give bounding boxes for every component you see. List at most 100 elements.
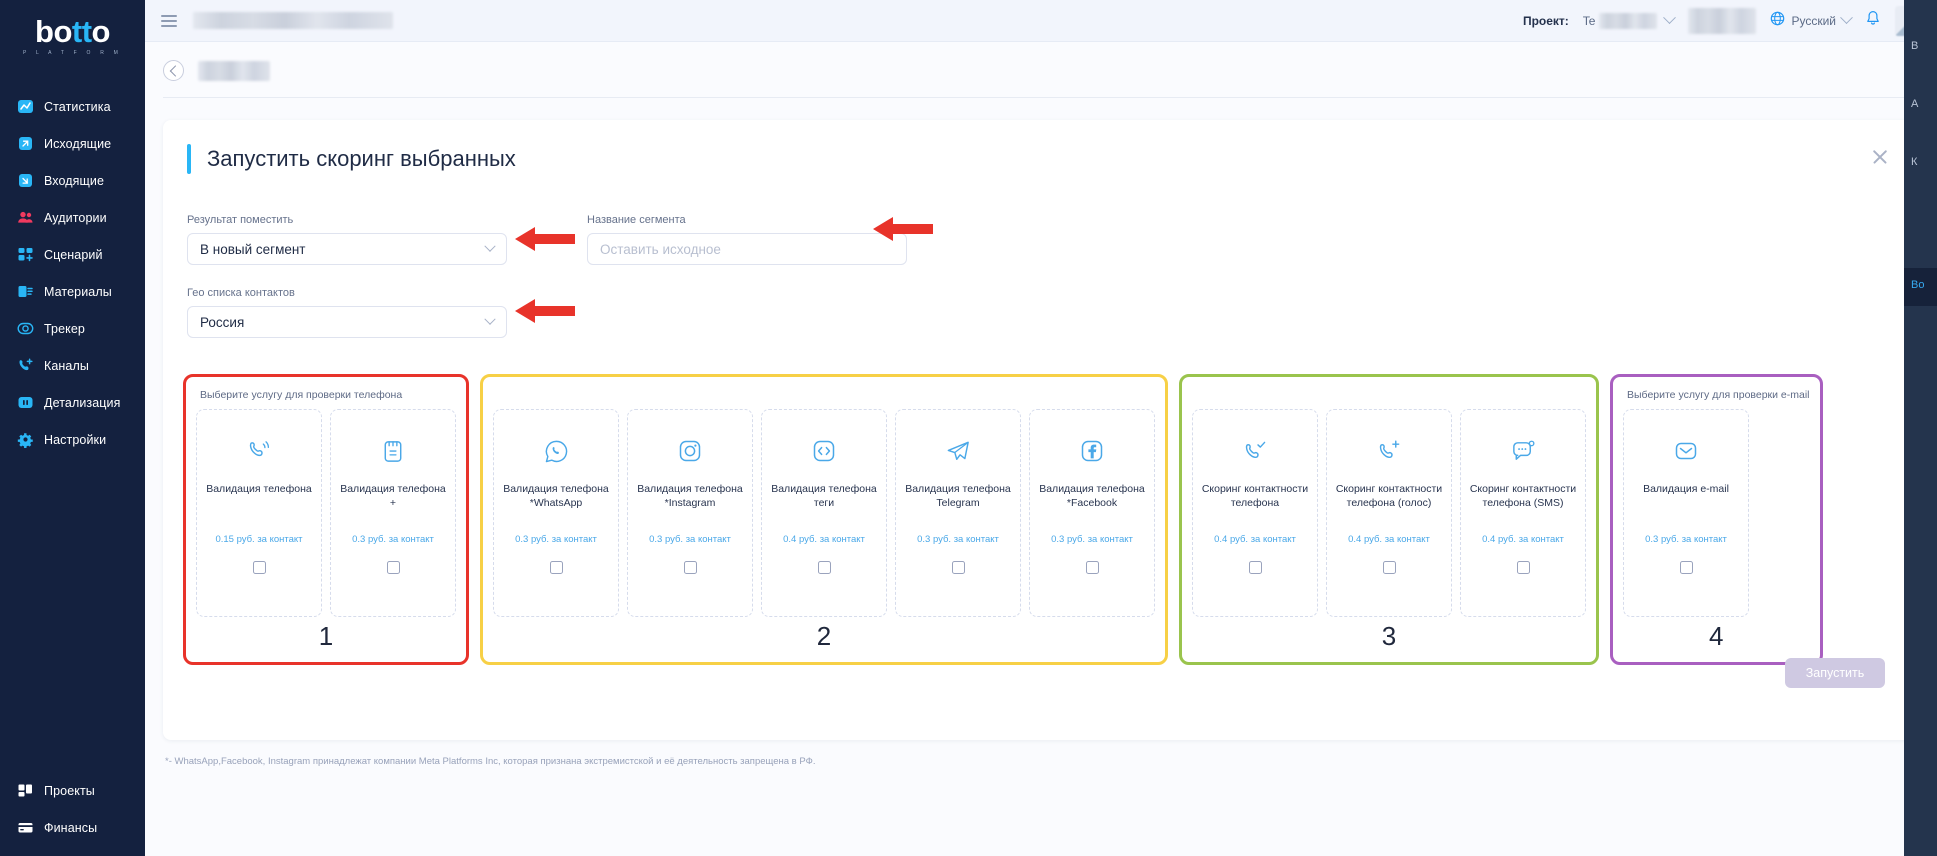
sidebar-item-settings[interactable]: Настройки xyxy=(0,421,145,458)
close-icon[interactable] xyxy=(1871,148,1889,166)
service-checkbox[interactable] xyxy=(951,561,965,574)
channels-icon xyxy=(17,357,34,374)
run-button[interactable]: Запустить xyxy=(1785,658,1885,688)
sidebar-item-details[interactable]: Детализация xyxy=(0,384,145,421)
service-group-3: Скоринг контактности телефона 0.4 руб. з… xyxy=(1179,374,1599,665)
sidebar-item-label: Трекер xyxy=(44,321,85,336)
right-rail-partial: В А К Bo xyxy=(1904,0,1937,856)
service-checkbox[interactable] xyxy=(1516,561,1530,574)
rail-item-2[interactable]: А xyxy=(1911,98,1919,110)
sidebar-item-projects[interactable]: Проекты xyxy=(0,772,145,809)
service-groups: Выберите услугу для проверки телефона Ва… xyxy=(163,360,1919,665)
phone-check-icon xyxy=(1242,436,1269,466)
sidebar-item-materials[interactable]: Материалы xyxy=(0,273,145,310)
service-card-telegram[interactable]: Валидация телефона Telegram 0.3 руб. за … xyxy=(895,409,1021,617)
form-area: Результат поместить В новый сегмент Назв… xyxy=(163,174,1919,338)
sidebar-item-label: Детализация xyxy=(44,395,121,410)
notifications-bell-icon[interactable] xyxy=(1865,10,1881,32)
service-group-1: Выберите услугу для проверки телефона Ва… xyxy=(183,374,469,665)
service-card-name: Валидация телефона xyxy=(206,483,312,495)
whatsapp-icon xyxy=(543,436,570,466)
project-value: Te xyxy=(1582,13,1596,28)
segment-name-input[interactable]: Оставить исходное xyxy=(587,233,907,265)
sidebar-item-incoming[interactable]: Входящие xyxy=(0,162,145,199)
sidebar-nav: Статистика Исходящие Входящие Аудитории xyxy=(0,88,145,458)
service-checkbox[interactable] xyxy=(386,561,400,574)
service-card-price: 0.15 руб. за контакт xyxy=(215,534,303,545)
main-area: Проект: Te Русский xyxy=(145,0,1937,856)
service-group-4: Выберите услугу для проверки e-mail Вали… xyxy=(1610,374,1823,665)
service-card-phone-scoring-voice[interactable]: Скоринг контактности телефона (голос) 0.… xyxy=(1326,409,1452,617)
envelope-icon xyxy=(1673,436,1699,466)
service-card-email-validation[interactable]: Валидация e-mail 0.3 руб. за контакт xyxy=(1623,409,1749,617)
arrow-left-icon xyxy=(169,64,181,77)
service-card-tags[interactable]: Валидация телефона теги 0.4 руб. за конт… xyxy=(761,409,887,617)
sidebar-item-outgoing[interactable]: Исходящие xyxy=(0,125,145,162)
group-number: 4 xyxy=(1709,621,1724,651)
service-checkbox[interactable] xyxy=(817,561,831,574)
service-checkbox[interactable] xyxy=(1382,561,1396,574)
accent-bar xyxy=(187,144,191,174)
geo-value: Россия xyxy=(200,314,245,330)
sidebar-item-tracker[interactable]: Трекер xyxy=(0,310,145,347)
service-card-name: Валидация телефона *Instagram xyxy=(637,483,743,510)
chart-icon xyxy=(17,98,34,115)
panel-header: Запустить скоринг выбранных xyxy=(163,144,1919,174)
language-switcher[interactable]: Русский xyxy=(1770,11,1853,31)
service-card-name: Валидация телефона *Facebook xyxy=(1039,483,1145,510)
service-card-phone-validation-plus[interactable]: Валидация телефона + 0.3 руб. за контакт xyxy=(330,409,456,617)
service-card-phone-validation[interactable]: Валидация телефона 0.15 руб. за контакт xyxy=(196,409,322,617)
result-destination-select[interactable]: В новый сегмент xyxy=(187,233,507,265)
form-row-2: Гео списка контактов Россия xyxy=(187,287,1895,338)
facebook-icon xyxy=(1079,436,1105,466)
service-checkbox[interactable] xyxy=(252,561,266,574)
service-card-instagram[interactable]: Валидация телефона *Instagram 0.3 руб. з… xyxy=(627,409,753,617)
group-1-cards: Валидация телефона 0.15 руб. за контакт … xyxy=(196,409,456,617)
logo[interactable]: botto P L A T F O R M xyxy=(0,0,145,66)
sidebar-item-finance[interactable]: Финансы xyxy=(0,809,145,846)
service-checkbox[interactable] xyxy=(1248,561,1262,574)
rail-item-3[interactable]: К xyxy=(1911,156,1918,168)
service-card-whatsapp[interactable]: Валидация телефона *WhatsApp 0.3 руб. за… xyxy=(493,409,619,617)
sidebar-item-label: Финансы xyxy=(44,820,98,835)
group-3-cards: Скоринг контактности телефона 0.4 руб. з… xyxy=(1192,409,1586,617)
sidebar-item-label: Входящие xyxy=(44,173,105,188)
service-card-price: 0.4 руб. за контакт xyxy=(1482,534,1564,545)
sidebar-item-audience[interactable]: Аудитории xyxy=(0,199,145,236)
header-divider xyxy=(163,97,1937,98)
service-card-name: Скоринг контактности телефона xyxy=(1201,483,1309,510)
back-row xyxy=(145,42,1937,97)
scenario-icon xyxy=(17,246,34,263)
rail-item-1[interactable]: В xyxy=(1911,40,1919,52)
group-number: 2 xyxy=(816,621,832,651)
service-card-price: 0.3 руб. за контакт xyxy=(917,534,999,545)
service-card-facebook[interactable]: Валидация телефона *Facebook 0.3 руб. за… xyxy=(1029,409,1155,617)
segment-name-label: Название сегмента xyxy=(587,214,686,226)
service-checkbox[interactable] xyxy=(549,561,563,574)
back-button[interactable] xyxy=(163,60,184,81)
sidebar-item-channels[interactable]: Каналы xyxy=(0,347,145,384)
audience-icon xyxy=(17,209,34,226)
service-checkbox[interactable] xyxy=(1679,561,1693,574)
service-card-phone-scoring-sms[interactable]: Скоринг контактности телефона (SMS) 0.4 … xyxy=(1460,409,1586,617)
project-select[interactable]: Te xyxy=(1582,11,1677,29)
project-value-redacted xyxy=(1599,12,1658,29)
sidebar-item-scenario[interactable]: Сценарий xyxy=(0,236,145,273)
geo-label: Гео списка контактов xyxy=(187,287,295,299)
rail-highlight[interactable]: Bo xyxy=(1904,268,1937,306)
tracker-icon xyxy=(17,320,34,337)
group-1-header: Выберите услугу для проверки телефона xyxy=(200,389,403,401)
service-checkbox[interactable] xyxy=(683,561,697,574)
outgoing-icon xyxy=(17,135,34,152)
sidebar-item-statistics[interactable]: Статистика xyxy=(0,88,145,125)
result-destination-field: Результат поместить В новый сегмент xyxy=(187,214,507,265)
breadcrumb-redacted xyxy=(193,12,393,29)
service-checkbox[interactable] xyxy=(1085,561,1099,574)
phone-ring-icon xyxy=(246,436,273,466)
menu-toggle-icon[interactable] xyxy=(161,14,177,27)
geo-select[interactable]: Россия xyxy=(187,306,507,338)
projects-icon xyxy=(17,782,34,799)
service-card-phone-scoring[interactable]: Скоринг контактности телефона 0.4 руб. з… xyxy=(1192,409,1318,617)
sidebar-item-label: Исходящие xyxy=(44,136,112,151)
phone-plus-icon xyxy=(1376,436,1403,466)
